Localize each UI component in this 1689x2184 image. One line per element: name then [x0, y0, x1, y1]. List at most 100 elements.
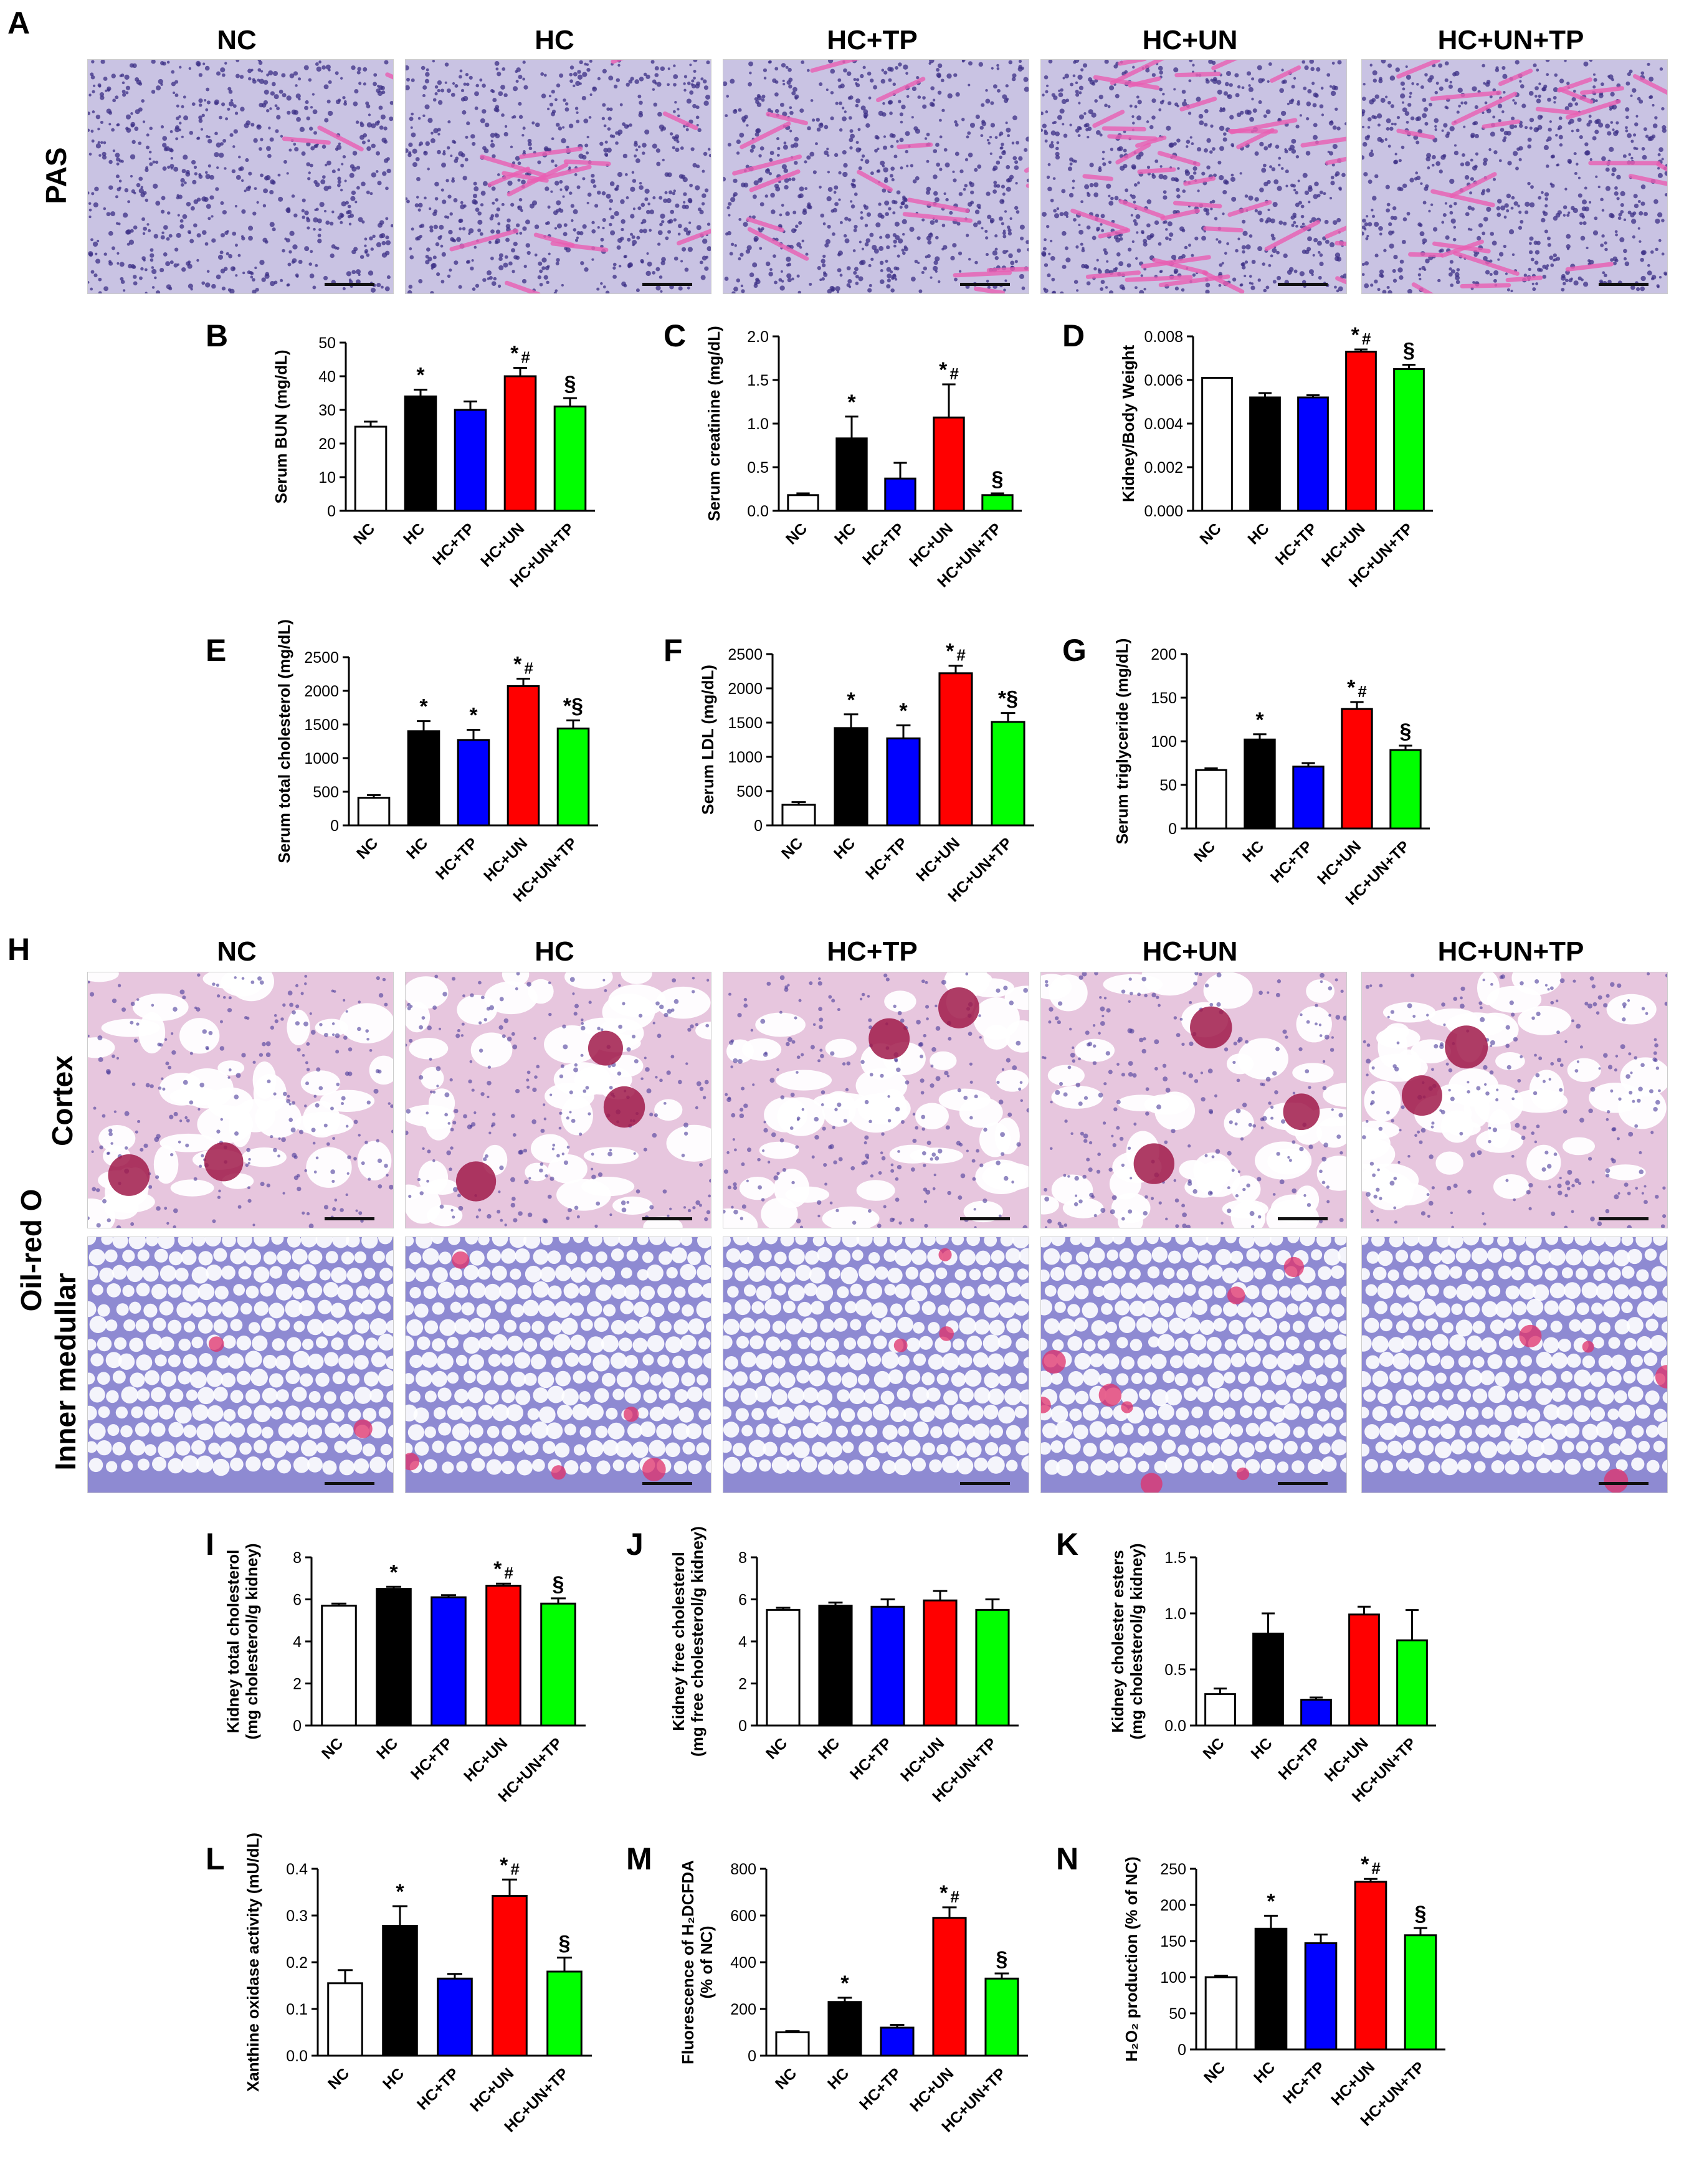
pas-micrograph-hc-un-tp	[1361, 59, 1668, 294]
chart-j-y-tick-label: 8	[738, 1549, 747, 1567]
chart-f-significance-hc-tp: *	[899, 699, 908, 723]
scale-bar	[1599, 1217, 1649, 1220]
chart-f-y-tick-label: 500	[736, 783, 763, 800]
chart-b-y-tick-label: 50	[318, 335, 336, 352]
chart-i-y-tick-label: 2	[293, 1676, 302, 1693]
chart-m-h2dcfda-fluorescence: 0 200 400 600 800 Fluorescence of H₂DCFDA(% o…	[678, 1860, 1028, 2136]
chart-g-bar-hc	[1244, 738, 1276, 830]
chart-l-bar-nc	[327, 1982, 363, 2057]
chart-d-x-tick-label: HC+TP	[1272, 520, 1320, 568]
oilred-cortex-micrograph-hc-tp	[723, 972, 1029, 1228]
chart-m-x-tick-label: HC+UN	[906, 2064, 957, 2115]
chart-e-y-tick-label: 500	[313, 784, 339, 801]
oilred-cortex-micrograph-hc-un	[1040, 972, 1347, 1228]
chart-i-kidney-total-cholesterol: 0 2 4 6 8 Kidney total cholesterol(mg cholest…	[224, 1544, 586, 1806]
chart-i-bar-nc	[321, 1605, 357, 1727]
panel-letter-g: G	[1062, 633, 1087, 668]
chart-c-y-tick-label: 0.0	[747, 503, 769, 520]
chart-m-x-tick-label: HC	[824, 2064, 852, 2092]
chart-j-bar-hc-un	[923, 1599, 958, 1727]
chart-e-x-tick-label: HC	[403, 834, 431, 862]
chart-f-significance-hc-un-tp: *§	[998, 687, 1018, 711]
chart-b-significance-hc-un-tp: §	[564, 372, 576, 396]
chart-d-significance-hc-un: * #	[1351, 323, 1371, 348]
chart-i-y-tick-label: 0	[293, 1717, 302, 1735]
chart-b-y-tick-label: 0	[327, 503, 336, 520]
chart-k-y-axis-label: Kidney cholester esters(mg cholesterol/g…	[1108, 1544, 1146, 1740]
chart-m-bar-hc-un-tp	[984, 1977, 1019, 2057]
chart-i-bar-hc	[376, 1588, 412, 1727]
chart-g-y-tick-label: 200	[1151, 646, 1177, 663]
chart-n-significance-hc-un-tp: §	[1415, 1902, 1427, 1925]
chart-c-bar-hc	[835, 437, 868, 512]
chart-i-x-tick-label: HC+UN	[460, 1734, 511, 1785]
chart-b-y-tick-label: 40	[318, 368, 336, 386]
panel-letter-i: I	[206, 1527, 214, 1562]
chart-g-x-tick-label: NC	[1191, 837, 1219, 865]
chart-e-significance-hc-un-tp: *§	[563, 695, 583, 718]
pas-texture	[88, 60, 393, 293]
chart-b-significance-hc: *	[416, 364, 425, 387]
scale-bar	[1278, 1482, 1328, 1485]
chart-k-bar-hc	[1252, 1632, 1284, 1727]
chart-l-xanthine-oxidase: 0.0 0.1 0.2 0.3 0.4 Xanthine oxidase activity…	[244, 1833, 592, 2136]
scale-bar	[325, 283, 374, 286]
chart-g-significance-hc-un-tp: §	[1400, 719, 1412, 743]
chart-l-bar-hc-tp	[437, 1977, 473, 2057]
chart-j-x-tick-label: HC	[815, 1734, 843, 1762]
pas-texture	[406, 60, 711, 293]
chart-c-bar-nc	[787, 494, 819, 512]
scale-bar	[325, 1217, 374, 1220]
row-label-oilred: Oil-red O	[15, 1189, 47, 1312]
col-title-a-hctp: HC+TP	[827, 25, 918, 55]
pas-micrograph-hc-un	[1040, 59, 1347, 294]
chart-g-y-tick-label: 150	[1151, 690, 1177, 707]
chart-c-significance-hc-un-tp: §	[992, 467, 1004, 491]
chart-f-bar-hc-un	[938, 672, 973, 827]
chart-l-y-tick-label: 0.0	[286, 2048, 308, 2065]
chart-g-bar-hc-un-tp	[1389, 749, 1422, 830]
chart-g-x-tick-label: HC+TP	[1267, 837, 1316, 886]
chart-b-x-tick-label: HC+UN	[477, 520, 528, 570]
chart-c-bar-hc-un-tp	[981, 494, 1014, 512]
chart-k-x-tick-label: NC	[1199, 1734, 1227, 1762]
chart-k-bar-hc-tp	[1300, 1699, 1332, 1727]
chart-d-y-axis-label: Kidney/Body Weight	[1119, 345, 1138, 503]
chart-i-significance-hc-un: * #	[493, 1557, 513, 1582]
scale-bar	[1599, 1482, 1649, 1485]
pas-texture	[723, 60, 1029, 293]
chart-g-x-tick-label: HC	[1239, 837, 1267, 865]
chart-k-y-tick-label: 1.0	[1164, 1605, 1186, 1623]
oilred-medullar-micrograph-nc	[87, 1237, 394, 1493]
chart-b-bar-hc	[404, 395, 437, 512]
chart-f-bar-nc	[781, 804, 816, 827]
chart-k-y-tick-label: 1.5	[1164, 1549, 1186, 1567]
chart-f-y-axis-label: Serum LDL (mg/dL)	[698, 665, 717, 815]
chart-b-y-tick-label: 30	[318, 402, 336, 419]
chart-e-y-tick-label: 1000	[304, 750, 339, 767]
chart-d-kidney-body-weight: 0.000 0.002 0.004 0.006 0.008 Kidney/Body Wei…	[1119, 323, 1433, 591]
chart-i-bar-hc-tp	[431, 1596, 467, 1727]
chart-g-bar-nc	[1195, 769, 1227, 830]
chart-d-y-tick-label: 0.002	[1144, 459, 1183, 477]
chart-n-x-tick-label: HC+TP	[1280, 2058, 1328, 2107]
chart-d-bar-hc-tp	[1297, 396, 1329, 512]
chart-d-significance-hc-un-tp: §	[1403, 339, 1415, 363]
medullar-texture	[406, 1237, 711, 1481]
chart-c-significance-hc: *	[847, 391, 856, 414]
chart-j-y-tick-label: 0	[738, 1717, 747, 1735]
chart-e-y-tick-label: 0	[330, 817, 339, 835]
chart-m-bar-nc	[775, 2031, 810, 2057]
chart-i-y-tick-label: 6	[293, 1592, 302, 1609]
col-title-h-nc: NC	[217, 936, 257, 967]
pas-texture	[1362, 60, 1667, 293]
chart-c-significance-hc-un: * #	[939, 358, 959, 383]
chart-b-significance-hc-un: * #	[510, 342, 530, 367]
chart-f-x-tick-label: HC	[830, 834, 859, 862]
chart-c-y-tick-label: 1.5	[747, 372, 769, 389]
chart-l-y-tick-label: 0.4	[286, 1861, 308, 1878]
chart-n-significance-hc-un: * #	[1361, 1853, 1381, 1878]
chart-i-bar-hc-un	[485, 1585, 521, 1727]
chart-l-x-tick-label: HC+TP	[414, 2064, 462, 2113]
chart-l-x-tick-label: HC+UN	[467, 2064, 517, 2115]
